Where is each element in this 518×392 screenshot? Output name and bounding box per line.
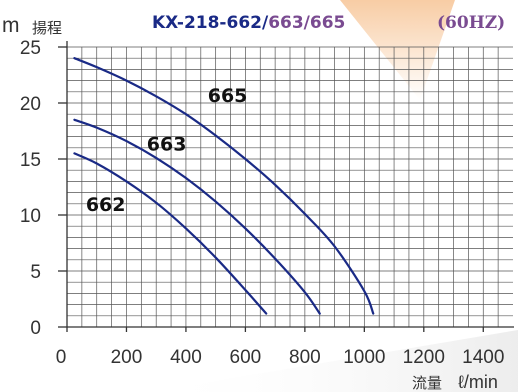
x-axis-unit: ℓ/min [458, 372, 498, 392]
title-model-suffix: 663/665 [268, 13, 345, 33]
y-tick-label: 15 [20, 150, 41, 171]
curve-662 [73, 152, 268, 315]
chart-title: KX-218-662/663/665 [152, 13, 345, 33]
curve-665 [73, 57, 375, 315]
performance-curves [73, 57, 375, 315]
curve-663 [73, 118, 321, 315]
accent-shape [340, 0, 455, 100]
curve-label-663: 663 [147, 133, 187, 155]
x-tick-label: 1200 [403, 347, 445, 368]
x-tick-label: 800 [289, 347, 321, 368]
y-tick-label: 0 [30, 318, 41, 339]
chart-axes [58, 41, 514, 332]
y-axis-unit: m [2, 14, 20, 37]
bottom-fade [150, 330, 518, 392]
x-tick-label: 0 [56, 347, 67, 368]
x-tick-label: 1000 [343, 347, 385, 368]
x-axis-label: 流量 [412, 374, 442, 392]
curve-labels: 662 663 665 [86, 85, 248, 216]
curve-label-665: 665 [208, 85, 248, 107]
curve-label-662: 662 [86, 194, 126, 216]
title-model-prefix: KX-218-662/ [152, 13, 269, 33]
title-frequency: (60HZ) [437, 13, 505, 33]
x-tick-label: 400 [170, 347, 202, 368]
tick-labels: 0 5 10 15 20 25 0 200 400 600 800 1000 1200 1400 [20, 38, 505, 368]
y-tick-label: 20 [20, 94, 41, 115]
x-tick-label: 200 [111, 347, 143, 368]
x-tick-label: 1400 [462, 347, 504, 368]
y-tick-label: 25 [20, 38, 41, 59]
x-tick-label: 600 [230, 347, 262, 368]
y-tick-label: 5 [30, 262, 41, 283]
y-axis-label: 揚程 [32, 19, 62, 37]
y-tick-label: 10 [20, 206, 41, 227]
